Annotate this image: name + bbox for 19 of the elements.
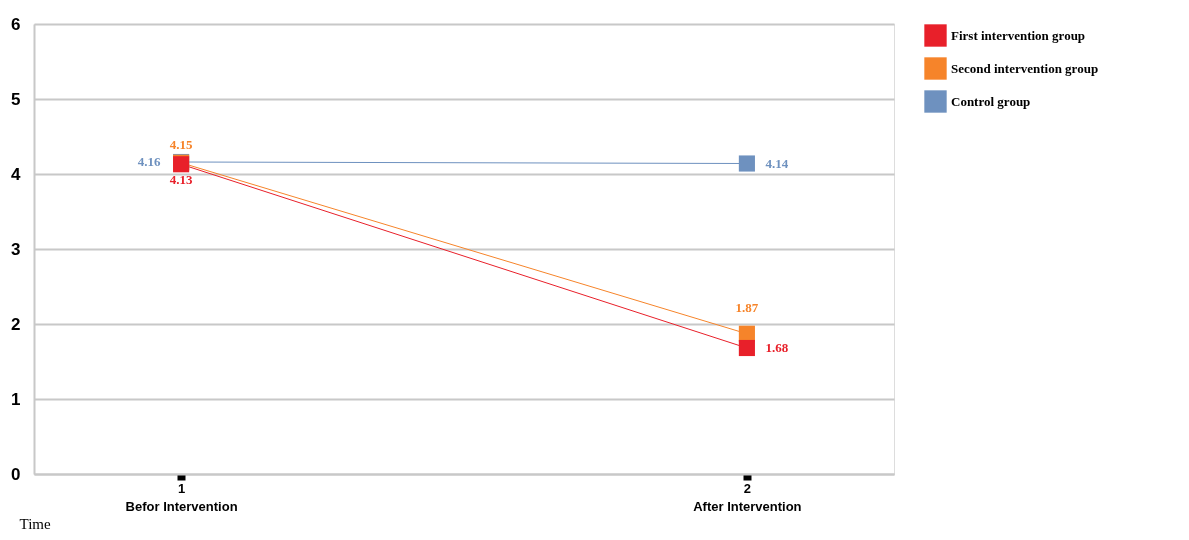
- x-axis-title: Time: [19, 515, 51, 532]
- legend-label: First intervention group: [951, 27, 1086, 43]
- y-tick-label: 4: [11, 164, 22, 184]
- y-tick-label: 6: [11, 14, 21, 34]
- y-tick-label: 5: [11, 89, 21, 109]
- x-tick-label: 1 Befor Intervention: [125, 480, 238, 514]
- y-tick-label: 1: [11, 389, 21, 409]
- y-tick-label: 3: [11, 239, 21, 259]
- data-label: 4.14: [765, 155, 789, 171]
- y-tick-label: 2: [11, 314, 21, 334]
- data-label: 1.68: [765, 340, 789, 355]
- data-label: 4.15: [169, 136, 193, 152]
- legend-label: Control group: [951, 93, 1031, 109]
- data-label: 4.13: [169, 172, 193, 188]
- y-tick-label: 0: [11, 464, 21, 484]
- x-tick-label: 2 After Intervention: [693, 480, 802, 514]
- legend-label: Second intervention group: [951, 60, 1099, 76]
- data-label: 1.87: [735, 299, 759, 315]
- data-label: 4.16: [137, 154, 161, 169]
